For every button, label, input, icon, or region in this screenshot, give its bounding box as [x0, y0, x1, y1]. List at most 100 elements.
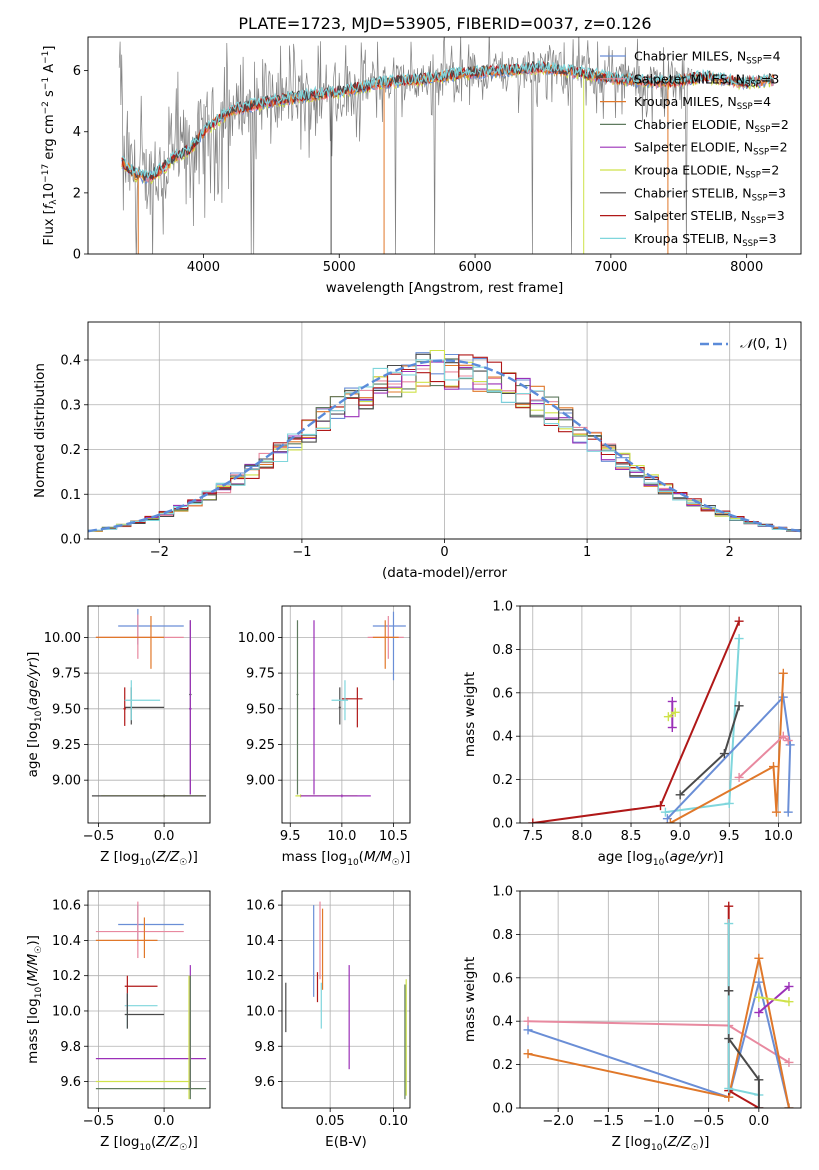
- x-tick-label: −2.0: [542, 1114, 574, 1129]
- x-tick-label: 0.10: [379, 1114, 408, 1129]
- legend-label: Kroupa ELODIE, NSSP=2: [634, 163, 779, 181]
- y-tick-label: 10.2: [52, 969, 81, 984]
- axes-frame: [281, 605, 411, 824]
- x-tick-label: 8000: [730, 260, 763, 275]
- plot-area: [528, 616, 795, 823]
- axes-frame: [519, 890, 802, 1109]
- y-tick-label: 0.0: [60, 533, 81, 548]
- plot-area: [95, 901, 207, 1100]
- x-tick-label: 9.5: [280, 829, 301, 844]
- age-vs-z-panel: −0.5 0.0 9.00 9.25 9.50 9.75 10.00 Z [log10(Z/Z…: [25, 605, 211, 868]
- x-tick-label: 10.0: [764, 829, 793, 844]
- y-tick-label: 9.25: [246, 738, 275, 753]
- y-tick-label: 9.25: [52, 738, 81, 753]
- y-tick-label: 4: [73, 125, 81, 140]
- y-tick-label: 0.4: [492, 1015, 513, 1030]
- weight-line: [665, 638, 741, 814]
- weight-line: [758, 996, 790, 1003]
- y-tick-label: 9.50: [52, 702, 81, 717]
- x-tick-label: 0.0: [749, 1114, 770, 1129]
- x-tick-label: 9.0: [670, 829, 691, 844]
- y-tick-label: 6: [73, 64, 81, 79]
- weight-line: [667, 711, 676, 718]
- legend-label: Kroupa MILES, NSSP=4: [634, 94, 771, 112]
- axes-frame: [87, 321, 802, 540]
- y-tick-label: 9.75: [52, 667, 81, 682]
- observed-spectrum: [118, 37, 693, 254]
- age-vs-mass-panel: 9.5 10.0 10.5 9.00 9.25 9.50 9.75 10.00 mass [lo…: [238, 605, 411, 868]
- model-spectrum: [121, 60, 775, 180]
- x-axis-label: Z [log10(Z/Z☉)]: [100, 849, 198, 868]
- y-tick-label: 10.00: [44, 631, 81, 646]
- weight-line: [527, 958, 790, 1108]
- legend-label: Chabrier MILES, NSSP=4: [634, 49, 781, 67]
- y-axis-label: mass [log10(M/M☉)]: [25, 935, 44, 1064]
- y-tick-label: 0.8: [492, 928, 513, 943]
- mass-vs-ebv-panel: 0.05 0.10 9.6 9.8 10.0 10.2 10.4 10.6 E(B-V): [246, 890, 411, 1150]
- x-tick-label: 6000: [459, 260, 492, 275]
- plot-area: [523, 901, 794, 1108]
- weight-line: [666, 694, 792, 820]
- x-tick-label: 10.0: [327, 829, 356, 844]
- x-tick-label: −0.5: [83, 1114, 115, 1129]
- y-tick-label: 0.2: [492, 773, 513, 788]
- y-tick-label: 10.0: [246, 1004, 275, 1019]
- x-axis-label: Z [log10(Z/Z☉)]: [100, 1134, 198, 1153]
- legend-label: Salpeter ELODIE, NSSP=2: [634, 140, 788, 158]
- y-tick-label: 9.50: [246, 702, 275, 717]
- y-tick-label: 1.0: [492, 885, 513, 900]
- legend-label: 𝒩(0, 1): [740, 337, 787, 352]
- y-tick-label: 0.3: [60, 398, 81, 413]
- x-tick-label: −1.0: [643, 1114, 675, 1129]
- plot-area: [91, 608, 207, 798]
- x-axis-label: wavelength [Angstrom, rest frame]: [326, 280, 564, 296]
- mass-weight-vs-age-panel: 7.5 8.0 8.5 9.0 9.5 10.0 0.0 0.2 0.4 0.6 0.8 1.0 age…: [462, 600, 802, 868]
- x-tick-label: 10.5: [379, 829, 408, 844]
- legend-label: Chabrier ELODIE, NSSP=2: [634, 117, 789, 135]
- axes-frame: [87, 36, 802, 255]
- plot-area: [88, 349, 801, 533]
- y-axis-label: Flux [fλ10−17 erg cm−2 s−1 A−1]: [41, 46, 59, 246]
- x-tick-label: 0: [440, 545, 448, 560]
- y-tick-label: 0.0: [492, 817, 513, 832]
- legend-label: Chabrier STELIB, NSSP=3: [634, 185, 786, 203]
- x-tick-label: 0.05: [316, 1114, 345, 1129]
- y-tick-label: 0: [73, 248, 81, 263]
- y-tick-label: 10.6: [52, 899, 81, 914]
- y-tick-label: 9.6: [254, 1075, 275, 1090]
- y-tick-label: 10.0: [52, 1004, 81, 1019]
- legend-label: Salpeter STELIB, NSSP=3: [634, 208, 785, 226]
- y-tick-label: 10.2: [246, 969, 275, 984]
- y-tick-label: 0.2: [60, 443, 81, 458]
- weight-line: [669, 673, 785, 823]
- y-tick-label: 0.4: [60, 354, 81, 369]
- y-tick-label: 9.00: [246, 774, 275, 789]
- x-axis-label: age [log10(age/yr)]: [598, 849, 724, 868]
- x-tick-label: 0.0: [154, 829, 175, 844]
- y-tick-label: 0.6: [492, 971, 513, 986]
- x-tick-label: 0.0: [154, 1114, 175, 1129]
- plot-area: [295, 611, 406, 798]
- y-tick-label: 10.4: [246, 934, 275, 949]
- y-axis-label: mass weight: [462, 957, 478, 1042]
- x-tick-label: −0.5: [83, 829, 115, 844]
- y-tick-label: 9.00: [52, 774, 81, 789]
- y-tick-label: 10.00: [238, 631, 275, 646]
- x-tick-label: 7000: [594, 260, 627, 275]
- x-tick-label: −2: [150, 545, 169, 560]
- y-axis-label: Normed distribution: [32, 363, 48, 498]
- y-tick-label: 0.1: [60, 488, 81, 503]
- x-axis-label: mass [log10(M/M☉)]: [282, 849, 411, 868]
- x-tick-label: 2: [726, 545, 734, 560]
- y-tick-label: 10.4: [52, 934, 81, 949]
- y-tick-label: 9.8: [254, 1040, 275, 1055]
- y-tick-label: 0.6: [492, 686, 513, 701]
- mass-vs-z-panel: −0.5 0.0 9.6 9.8 10.0 10.2 10.4 10.6 Z [log10(Z/…: [25, 890, 211, 1153]
- y-tick-label: 1.0: [492, 600, 513, 615]
- axes-frame: [87, 605, 211, 824]
- y-tick-label: 0.0: [492, 1102, 513, 1117]
- histogram-step: [88, 354, 801, 533]
- x-tick-label: 9.5: [719, 829, 740, 844]
- x-tick-label: −1.5: [593, 1114, 625, 1129]
- y-tick-label: 2: [73, 186, 81, 201]
